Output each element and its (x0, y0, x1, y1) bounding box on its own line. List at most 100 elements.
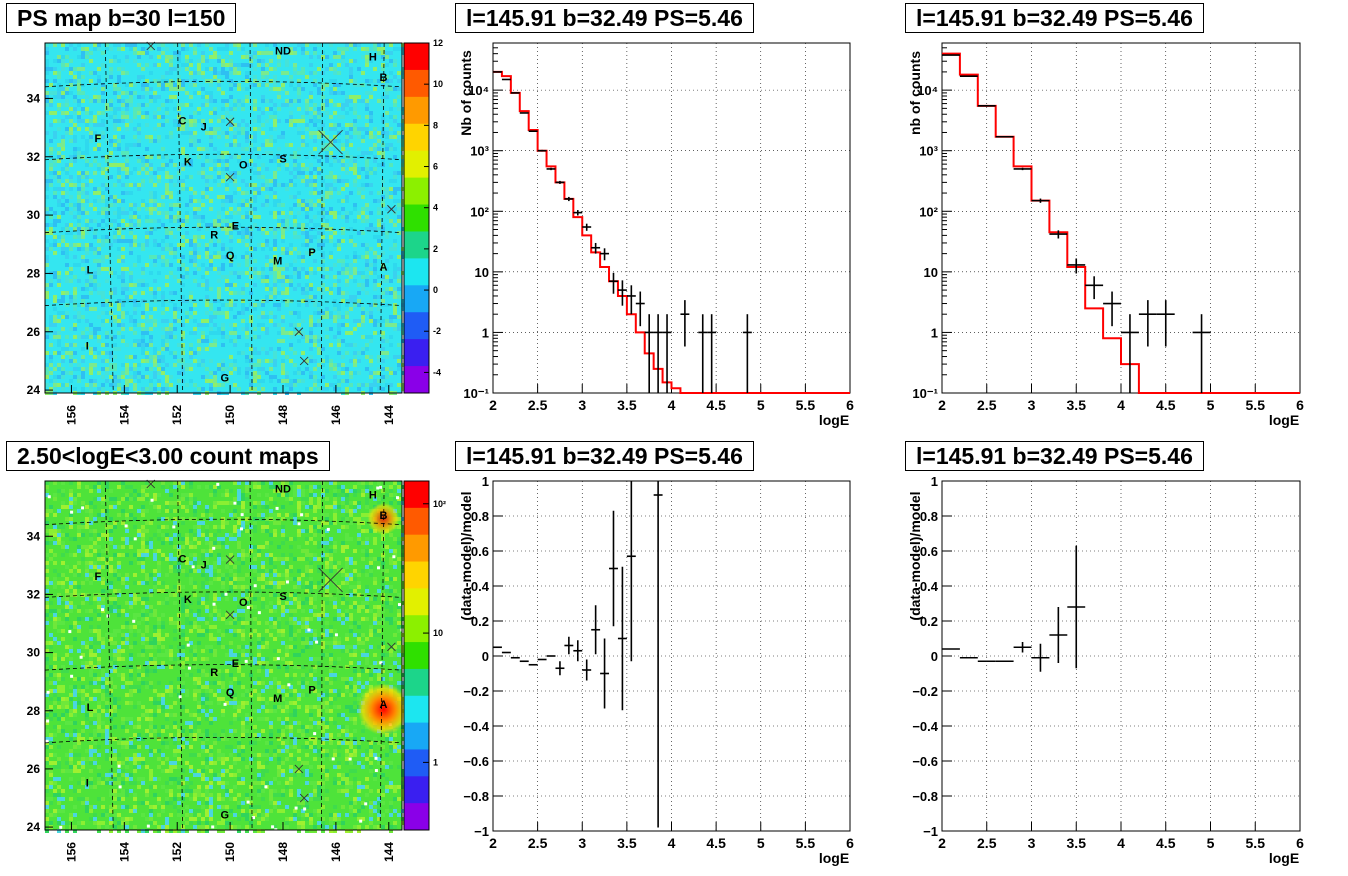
colorbar-tick-label: 2 (433, 244, 438, 254)
source-label-q: Q (226, 250, 235, 262)
x-tick-label: 5 (757, 397, 765, 413)
spec_right-ylabel: nb of counts (907, 51, 923, 135)
data-point (510, 92, 520, 94)
x-tick-label: 2 (938, 397, 946, 413)
x-tick-label: 4.5 (706, 397, 726, 413)
source-label-p: P (308, 247, 315, 259)
source-label-b: B (380, 72, 388, 84)
res_left-panel: 2 2.5 3 3.5 4 4.5 5 5.5 6 −1 −0.8 −0.6 −0.4 −0.2 0 0.2 0… (458, 474, 854, 866)
y-tick-label: 26 (27, 325, 41, 339)
data-point (1085, 276, 1104, 300)
x-tick-label: 152 (170, 842, 184, 862)
y-tick-label: −1 (923, 824, 938, 839)
res_right-frame (941, 480, 1301, 832)
y-tick-label: 32 (27, 150, 41, 164)
residual-point (1031, 643, 1050, 672)
data-point (617, 280, 627, 306)
x-tick-label: 2.5 (977, 397, 997, 413)
map-cross-marker (225, 172, 235, 182)
colorbar-band (404, 312, 429, 340)
x-tick-label: 5.5 (796, 835, 816, 851)
map-cross-marker (294, 327, 304, 337)
source-label-k: K (184, 157, 192, 169)
y-tick-label: −0.8 (912, 789, 938, 804)
colorbar-tick-label: -4 (433, 367, 441, 377)
x-tick-label: 2.5 (528, 397, 548, 413)
x-tick-label: 5 (1207, 835, 1215, 851)
colorbar-band (404, 561, 429, 589)
x-tick-label: 144 (382, 405, 396, 425)
x-tick-label: 4 (1117, 397, 1125, 413)
source-label-a: A (380, 699, 388, 711)
data-point (742, 314, 752, 393)
ps_map-panel: ND HB C J F K O S E RQ M P L A I G 156 154 152 150 148 146 144… (27, 38, 443, 425)
colorbar-band (404, 366, 429, 394)
y-tick-label: 34 (27, 529, 41, 543)
spectrum-left-title: l=145.91 b=32.49 PS=5.46 (455, 3, 754, 33)
x-tick-label: 150 (223, 405, 237, 425)
spec_right-panel: 2 2.5 3 3.5 4 4.5 5 5.5 6 10⁻¹ 1 10 10² 10³ 10⁴ logE nb … (907, 42, 1304, 428)
y-tick-label: 10⁴ (468, 83, 489, 98)
x-tick-label: 5.5 (1246, 835, 1266, 851)
y-tick-label: 10 (924, 265, 938, 280)
x-tick-label: 154 (117, 405, 131, 425)
y-tick-label: 0.2 (471, 614, 489, 629)
count_map-frame (44, 480, 403, 831)
x-tick-label: 154 (117, 842, 131, 862)
source-label-f: F (95, 571, 102, 583)
ps_map-coord-grid (44, 42, 403, 394)
map-cross-marker (318, 129, 343, 155)
source-label-j: J (201, 122, 207, 134)
colorbar-tick-label: 10 (433, 79, 443, 89)
residual-point (653, 481, 663, 828)
residual-point (573, 640, 583, 662)
residual-point (609, 510, 618, 627)
data-point (995, 135, 1014, 138)
residual-point (564, 636, 574, 655)
source-label-h: H (369, 52, 377, 64)
spec_left-ylabel: Nb of counts (458, 50, 474, 136)
y-tick-label: −0.2 (463, 684, 489, 699)
x-tick-label: 4 (1117, 835, 1125, 851)
x-tick-label: 156 (64, 405, 78, 425)
spectrum-right-title: l=145.91 b=32.49 PS=5.46 (905, 3, 1204, 33)
x-tick-label: 152 (170, 405, 184, 425)
source-label-s: S (279, 591, 286, 603)
source-label-p: P (308, 684, 315, 696)
y-tick-label: 30 (27, 646, 41, 660)
map-cross-marker (387, 642, 396, 652)
map-cross-marker (225, 555, 235, 564)
data-point (1192, 314, 1211, 393)
colorbar-band (404, 615, 429, 643)
colorbar-tick-label: 4 (433, 203, 438, 213)
data-point (1138, 300, 1157, 347)
residual-point (1049, 607, 1068, 663)
x-tick-label: 5 (1207, 397, 1215, 413)
colorbar-band (404, 339, 429, 367)
colorbar-tick-label: 10 (433, 628, 443, 638)
source-label-b: B (380, 510, 388, 522)
data-point (653, 314, 663, 393)
source-label-f: F (95, 133, 102, 145)
residual-point (600, 638, 610, 709)
map-cross-marker (299, 356, 309, 366)
data-point (1049, 230, 1068, 239)
data-point (1156, 300, 1175, 347)
source-label-m: M (273, 256, 282, 268)
x-tick-label: 3 (1028, 397, 1036, 413)
data-point (591, 242, 601, 254)
source-label-i: I (86, 340, 89, 352)
x-tick-label: 2.5 (528, 835, 548, 851)
count-map-title: 2.50<logE<3.00 count maps (6, 441, 330, 471)
x-tick-label: 4.5 (1156, 397, 1176, 413)
data-point (528, 130, 538, 132)
data-point (977, 105, 996, 107)
colorbar-tick-label: 12 (433, 38, 443, 48)
source-label-c: C (179, 116, 187, 128)
residual-right-title: l=145.91 b=32.49 PS=5.46 (905, 441, 1204, 471)
ps_map-frame (44, 42, 403, 394)
data-point (573, 210, 583, 216)
res_right-xlabel: logE (1269, 850, 1299, 866)
y-tick-label: 1 (931, 325, 938, 340)
